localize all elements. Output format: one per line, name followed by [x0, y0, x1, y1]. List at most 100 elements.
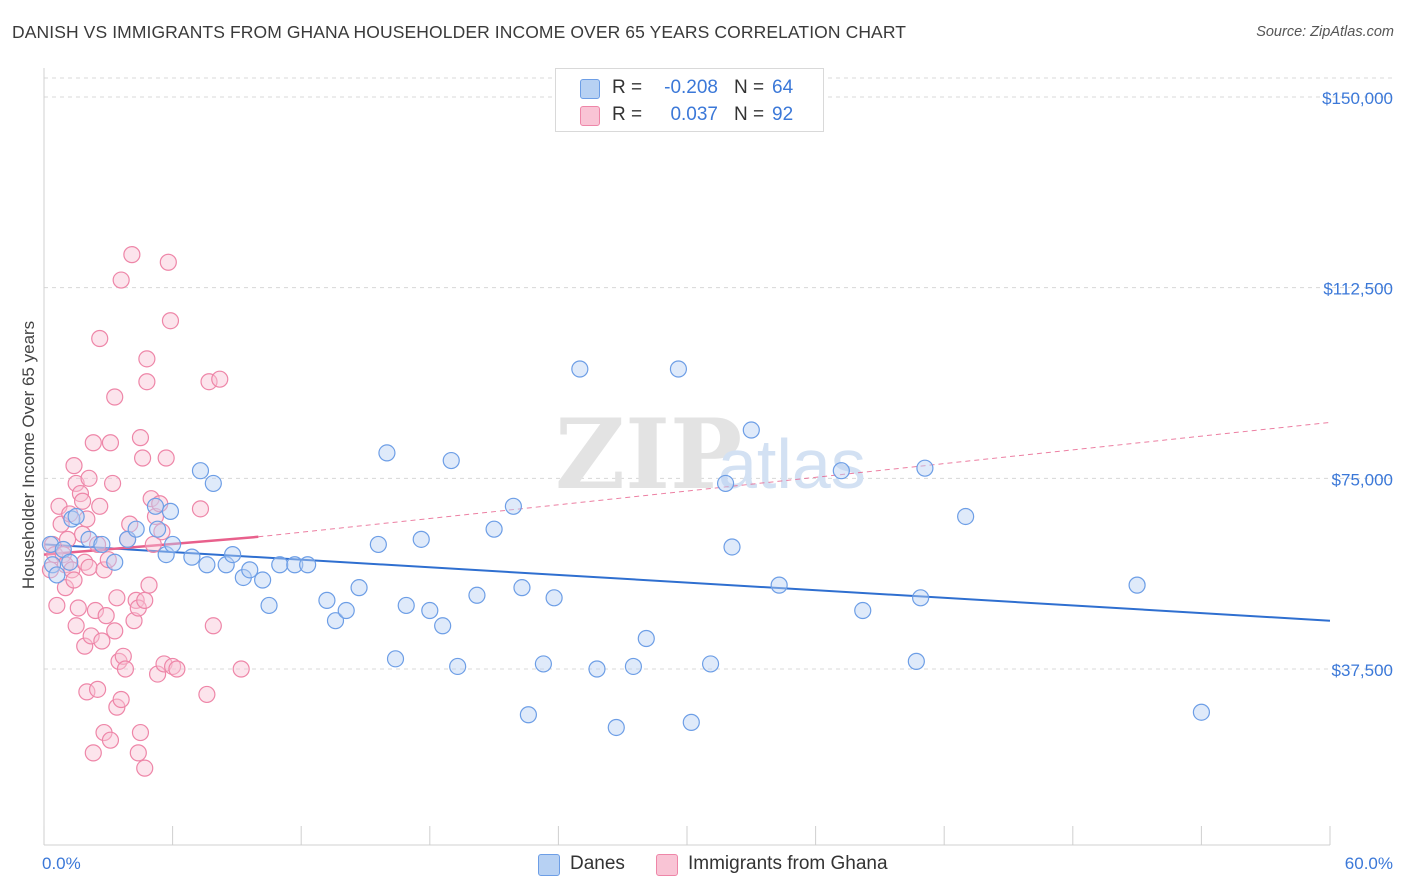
point-danes [771, 577, 787, 593]
y-axis-title: Householder Income Over 65 years [19, 321, 38, 589]
point-danes [68, 508, 84, 524]
point-ghana [98, 608, 114, 624]
point-danes [1129, 577, 1145, 593]
point-ghana [113, 272, 129, 288]
point-ghana [233, 661, 249, 677]
point-danes [505, 498, 521, 514]
point-ghana [141, 577, 157, 593]
point-danes [300, 557, 316, 573]
point-danes [683, 714, 699, 730]
point-danes [724, 539, 740, 555]
data-points [42, 247, 1209, 777]
correlation-legend: R = -0.208 N = 64 R = 0.037 N = 92 [555, 68, 824, 132]
point-ghana [70, 600, 86, 616]
legend-swatch-ghana [580, 106, 600, 126]
point-danes [589, 661, 605, 677]
point-ghana [92, 498, 108, 514]
point-ghana [66, 458, 82, 474]
point-danes [370, 536, 386, 552]
point-danes [205, 475, 221, 491]
point-danes [718, 475, 734, 491]
point-ghana [158, 450, 174, 466]
point-ghana [137, 592, 153, 608]
point-danes [1193, 704, 1209, 720]
point-ghana [102, 732, 118, 748]
point-danes [608, 719, 624, 735]
legend-r-label: R = [612, 77, 642, 99]
legend-r-label: R = [612, 104, 642, 126]
y-tick-label: $75,000 [1332, 470, 1393, 489]
point-danes [184, 549, 200, 565]
point-danes [192, 463, 208, 479]
legend-n-label: N = [734, 77, 764, 99]
point-ghana [113, 692, 129, 708]
point-danes [572, 361, 588, 377]
point-danes [422, 603, 438, 619]
y-tick-label: $37,500 [1332, 661, 1393, 680]
point-ghana [192, 501, 208, 517]
point-danes [703, 656, 719, 672]
point-danes [379, 445, 395, 461]
point-danes [913, 590, 929, 606]
point-ghana [81, 470, 97, 486]
legend-n-label: N = [734, 104, 764, 126]
ghana-swatch [656, 854, 678, 876]
point-danes [443, 453, 459, 469]
point-danes [319, 592, 335, 608]
point-ghana [139, 374, 155, 390]
point-ghana [85, 745, 101, 761]
point-ghana [85, 435, 101, 451]
point-danes [546, 590, 562, 606]
legend-n-value: 64 [772, 77, 793, 99]
watermark: ZIP atlas [555, 398, 866, 511]
point-danes [855, 603, 871, 619]
point-ghana [68, 618, 84, 634]
point-danes [255, 572, 271, 588]
point-ghana [132, 430, 148, 446]
point-ghana [49, 597, 65, 613]
point-ghana [75, 493, 91, 509]
legend-row-ghana: R = 0.037 N = 92 [556, 101, 823, 129]
point-ghana [102, 435, 118, 451]
point-ghana [137, 760, 153, 776]
point-ghana [81, 559, 97, 575]
point-ghana [199, 686, 215, 702]
point-danes [49, 567, 65, 583]
point-danes [670, 361, 686, 377]
point-danes [638, 630, 654, 646]
point-danes [162, 503, 178, 519]
legend-swatch-danes [580, 79, 600, 99]
legend-n-value: 92 [772, 104, 793, 126]
point-danes [225, 547, 241, 563]
point-ghana [66, 572, 82, 588]
ghana-label: Immigrants from Ghana [688, 853, 888, 875]
point-danes [199, 557, 215, 573]
point-ghana [135, 450, 151, 466]
point-danes [450, 658, 466, 674]
danes-label: Danes [570, 853, 625, 875]
point-ghana [162, 313, 178, 329]
point-danes [150, 521, 166, 537]
point-danes [147, 498, 163, 514]
point-ghana [139, 351, 155, 367]
point-danes [743, 422, 759, 438]
point-danes [514, 580, 530, 596]
legend-r-value: -0.208 [648, 77, 718, 99]
point-ghana [107, 389, 123, 405]
point-ghana [205, 618, 221, 634]
point-danes [469, 587, 485, 603]
point-danes [958, 508, 974, 524]
point-ghana [90, 681, 106, 697]
x-tick-label-min: 0.0% [42, 854, 81, 873]
point-danes [107, 554, 123, 570]
point-danes [535, 656, 551, 672]
point-ghana [130, 745, 146, 761]
point-danes [486, 521, 502, 537]
point-danes [908, 653, 924, 669]
point-danes [435, 618, 451, 634]
point-ghana [132, 725, 148, 741]
legend-r-value: 0.037 [648, 104, 718, 126]
watermark-zip: ZIP [555, 398, 742, 511]
y-tick-label: $112,500 [1323, 280, 1393, 299]
point-ghana [107, 623, 123, 639]
